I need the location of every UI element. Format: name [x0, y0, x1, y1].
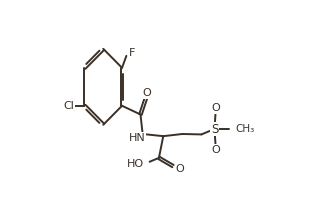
Text: HO: HO	[127, 158, 144, 169]
Text: Cl: Cl	[63, 101, 74, 111]
Text: S: S	[211, 123, 218, 135]
Text: O: O	[211, 103, 220, 113]
Text: CH₃: CH₃	[236, 124, 255, 134]
Text: O: O	[175, 164, 184, 174]
Text: O: O	[211, 145, 220, 155]
Text: HN: HN	[129, 133, 146, 143]
Text: O: O	[143, 88, 151, 98]
Text: F: F	[129, 48, 135, 58]
